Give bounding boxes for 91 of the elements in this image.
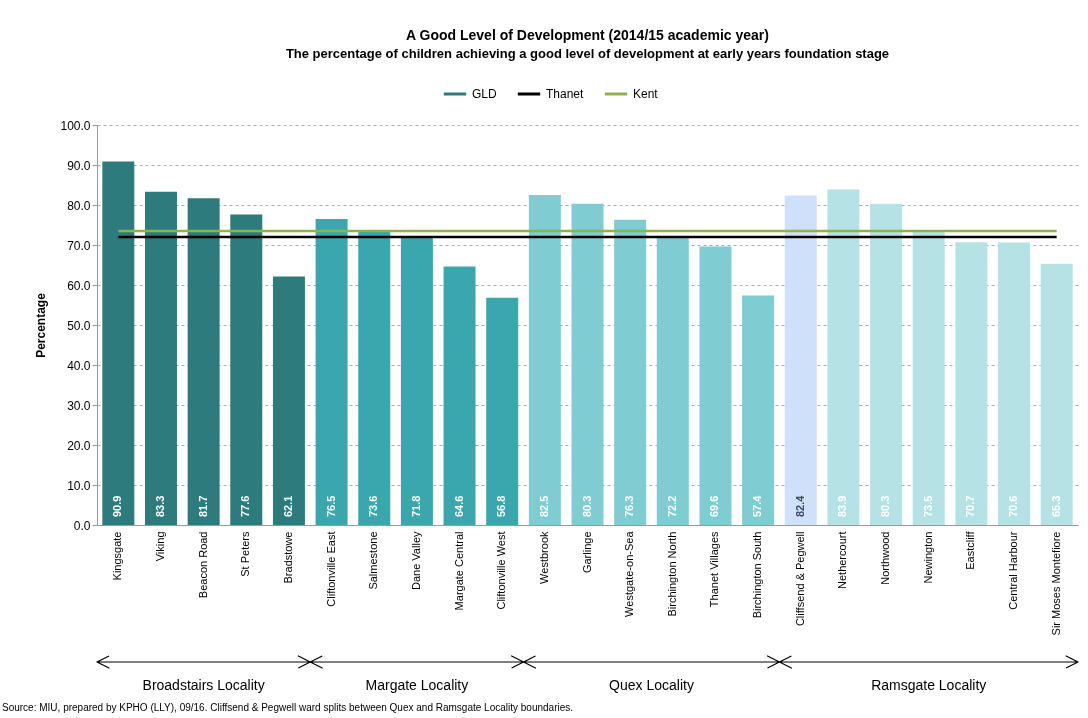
data-label: 64.6 [452,495,465,517]
data-label: 82.4 [793,494,806,517]
text: Broadstairs Locality [142,677,265,693]
y-tick-label: 70.0 [67,238,91,253]
bar [187,198,220,525]
data-label: 80.3 [879,495,892,517]
x-tick-label: Dane Valley [409,531,422,590]
y-tick-label: 60.0 [67,278,91,293]
x-tick-label: Nethercourt [836,531,849,589]
x-tick-label: Beacon Road [196,531,209,599]
x-tick-label: Thanet Villages [708,531,721,608]
text: Margate Locality [365,677,469,693]
bar [102,161,135,525]
bar [400,237,433,525]
data-label: 80.3 [580,495,593,517]
legend-label: Kent [633,87,659,101]
x-tick-label: Salmestone [367,531,380,590]
data-label: 82.5 [537,495,550,517]
data-label: 81.7 [196,495,209,517]
text: Quex Locality [609,677,694,693]
data-label: 57.4 [751,494,764,517]
x-tick-label: Birchington South [751,531,764,619]
y-tick-label: 20.0 [67,438,91,453]
data-label: 70.7 [964,495,977,517]
bar [144,191,177,525]
text: Ramsgate Locality [871,677,987,693]
x-tick-label: Cliffsend & Pegwell [793,531,806,627]
y-axis-title: Percentage [34,292,49,358]
bar [955,242,988,525]
bar [358,230,391,525]
x-tick-label: Westbrook [537,531,550,584]
bar [528,195,561,525]
source-note: Source: MIU, prepared by KPHO (LLY), 09/16. Cliffsend & Pegwell ward splits between Quex and Ramsgate Locality boundaries. [2,702,574,713]
data-label: 73.5 [921,495,934,517]
data-label: 69.6 [708,495,721,517]
bar [656,236,689,525]
data-label: 56.8 [495,495,508,517]
bar [486,297,519,525]
chart-subtitle: The percentage of children achieving a good level of development at early years foundation stage [285,46,890,61]
x-tick-label: Central Harbour [1007,531,1020,610]
bar [699,246,732,525]
y-tick-label: 80.0 [67,198,91,213]
bar [614,219,647,525]
data-label: 70.6 [1007,495,1020,517]
x-tick-label: Margate Central [452,531,465,611]
bar [230,214,263,525]
data-label: 62.1 [281,495,294,517]
bar [912,231,945,525]
data-label: 76.5 [324,495,337,517]
x-tick-label: St Peters [239,531,252,577]
x-tick-label: Cliftonville West [495,531,508,610]
bar [315,219,348,525]
bar [784,195,817,525]
x-tick-label: Sir Moses Montefiore [1049,531,1062,636]
data-label: 83.9 [836,495,849,517]
bar [870,203,903,525]
x-tick-label: Northwood [879,531,892,585]
data-label: 76.3 [623,495,636,517]
y-tick-label: 40.0 [67,358,91,373]
y-tick-label: 100.0 [60,118,91,133]
y-tick-label: 50.0 [67,318,91,333]
bar [443,266,476,525]
bar [998,242,1031,525]
x-tick-label: Kingsgate [111,531,124,581]
x-tick-label: Westgate-on-Sea [623,530,636,617]
legend-label: GLD [472,87,498,101]
x-tick-label: Newington [921,531,934,584]
bar [571,203,604,525]
data-label: 71.8 [409,495,422,517]
x-tick-label: Garlinge [580,531,593,574]
data-label: 73.6 [367,495,380,517]
data-label: 65.3 [1049,495,1062,517]
x-tick-label: Eastcliff [964,530,977,570]
x-tick-label: Birchington North [665,531,678,617]
bar [1040,263,1073,525]
chart-title: A Good Level of Development (2014/15 academic year) [406,27,769,43]
bar [272,276,305,525]
y-tick-label: 90.0 [67,158,91,173]
bar [742,295,775,525]
data-label: 72.2 [665,495,678,517]
y-tick-label: 10.0 [67,478,91,493]
data-label: 90.9 [111,495,124,517]
x-tick-label: Bradstowe [281,531,294,584]
x-tick-label: Viking [153,531,166,562]
data-label: 77.6 [239,495,252,517]
x-tick-label: Cliftonville East [324,531,337,607]
data-label: 83.3 [153,495,166,517]
y-tick-label: 30.0 [67,398,91,413]
legend-label: Thanet [546,87,585,101]
y-tick-label: 0.0 [73,518,91,533]
bar [827,189,860,525]
